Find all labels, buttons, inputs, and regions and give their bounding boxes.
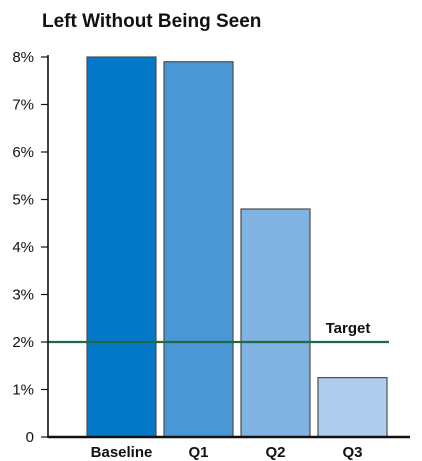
x-tick-label: Baseline xyxy=(91,444,153,461)
y-tick-label: 6% xyxy=(12,144,34,161)
y-tick-label: 2% xyxy=(12,334,34,351)
y-tick-label: 5% xyxy=(12,192,34,209)
y-tick-label: 3% xyxy=(12,287,34,304)
bar-q3 xyxy=(317,377,388,438)
x-tick-label: Q2 xyxy=(265,444,285,461)
x-tick-label: Q3 xyxy=(342,444,362,461)
y-tick-label: 1% xyxy=(12,382,34,399)
chart-title: Left Without Being Seen xyxy=(42,11,261,32)
y-tick-label: 8% xyxy=(12,49,34,66)
bar-q1 xyxy=(163,61,234,438)
bar-q2 xyxy=(240,208,311,438)
y-tick-label: 4% xyxy=(12,239,34,256)
y-tick-label: 0 xyxy=(26,429,34,446)
x-tick-label: Q1 xyxy=(188,444,208,461)
bar-baseline xyxy=(86,56,157,438)
y-tick-label: 7% xyxy=(12,97,34,114)
plot-area: 0 1% 2% 3% 4% 5% 6% 7% 8% Baseline Q1 Q2 Q3 Target xyxy=(12,49,410,461)
target-label: Target xyxy=(326,320,371,337)
